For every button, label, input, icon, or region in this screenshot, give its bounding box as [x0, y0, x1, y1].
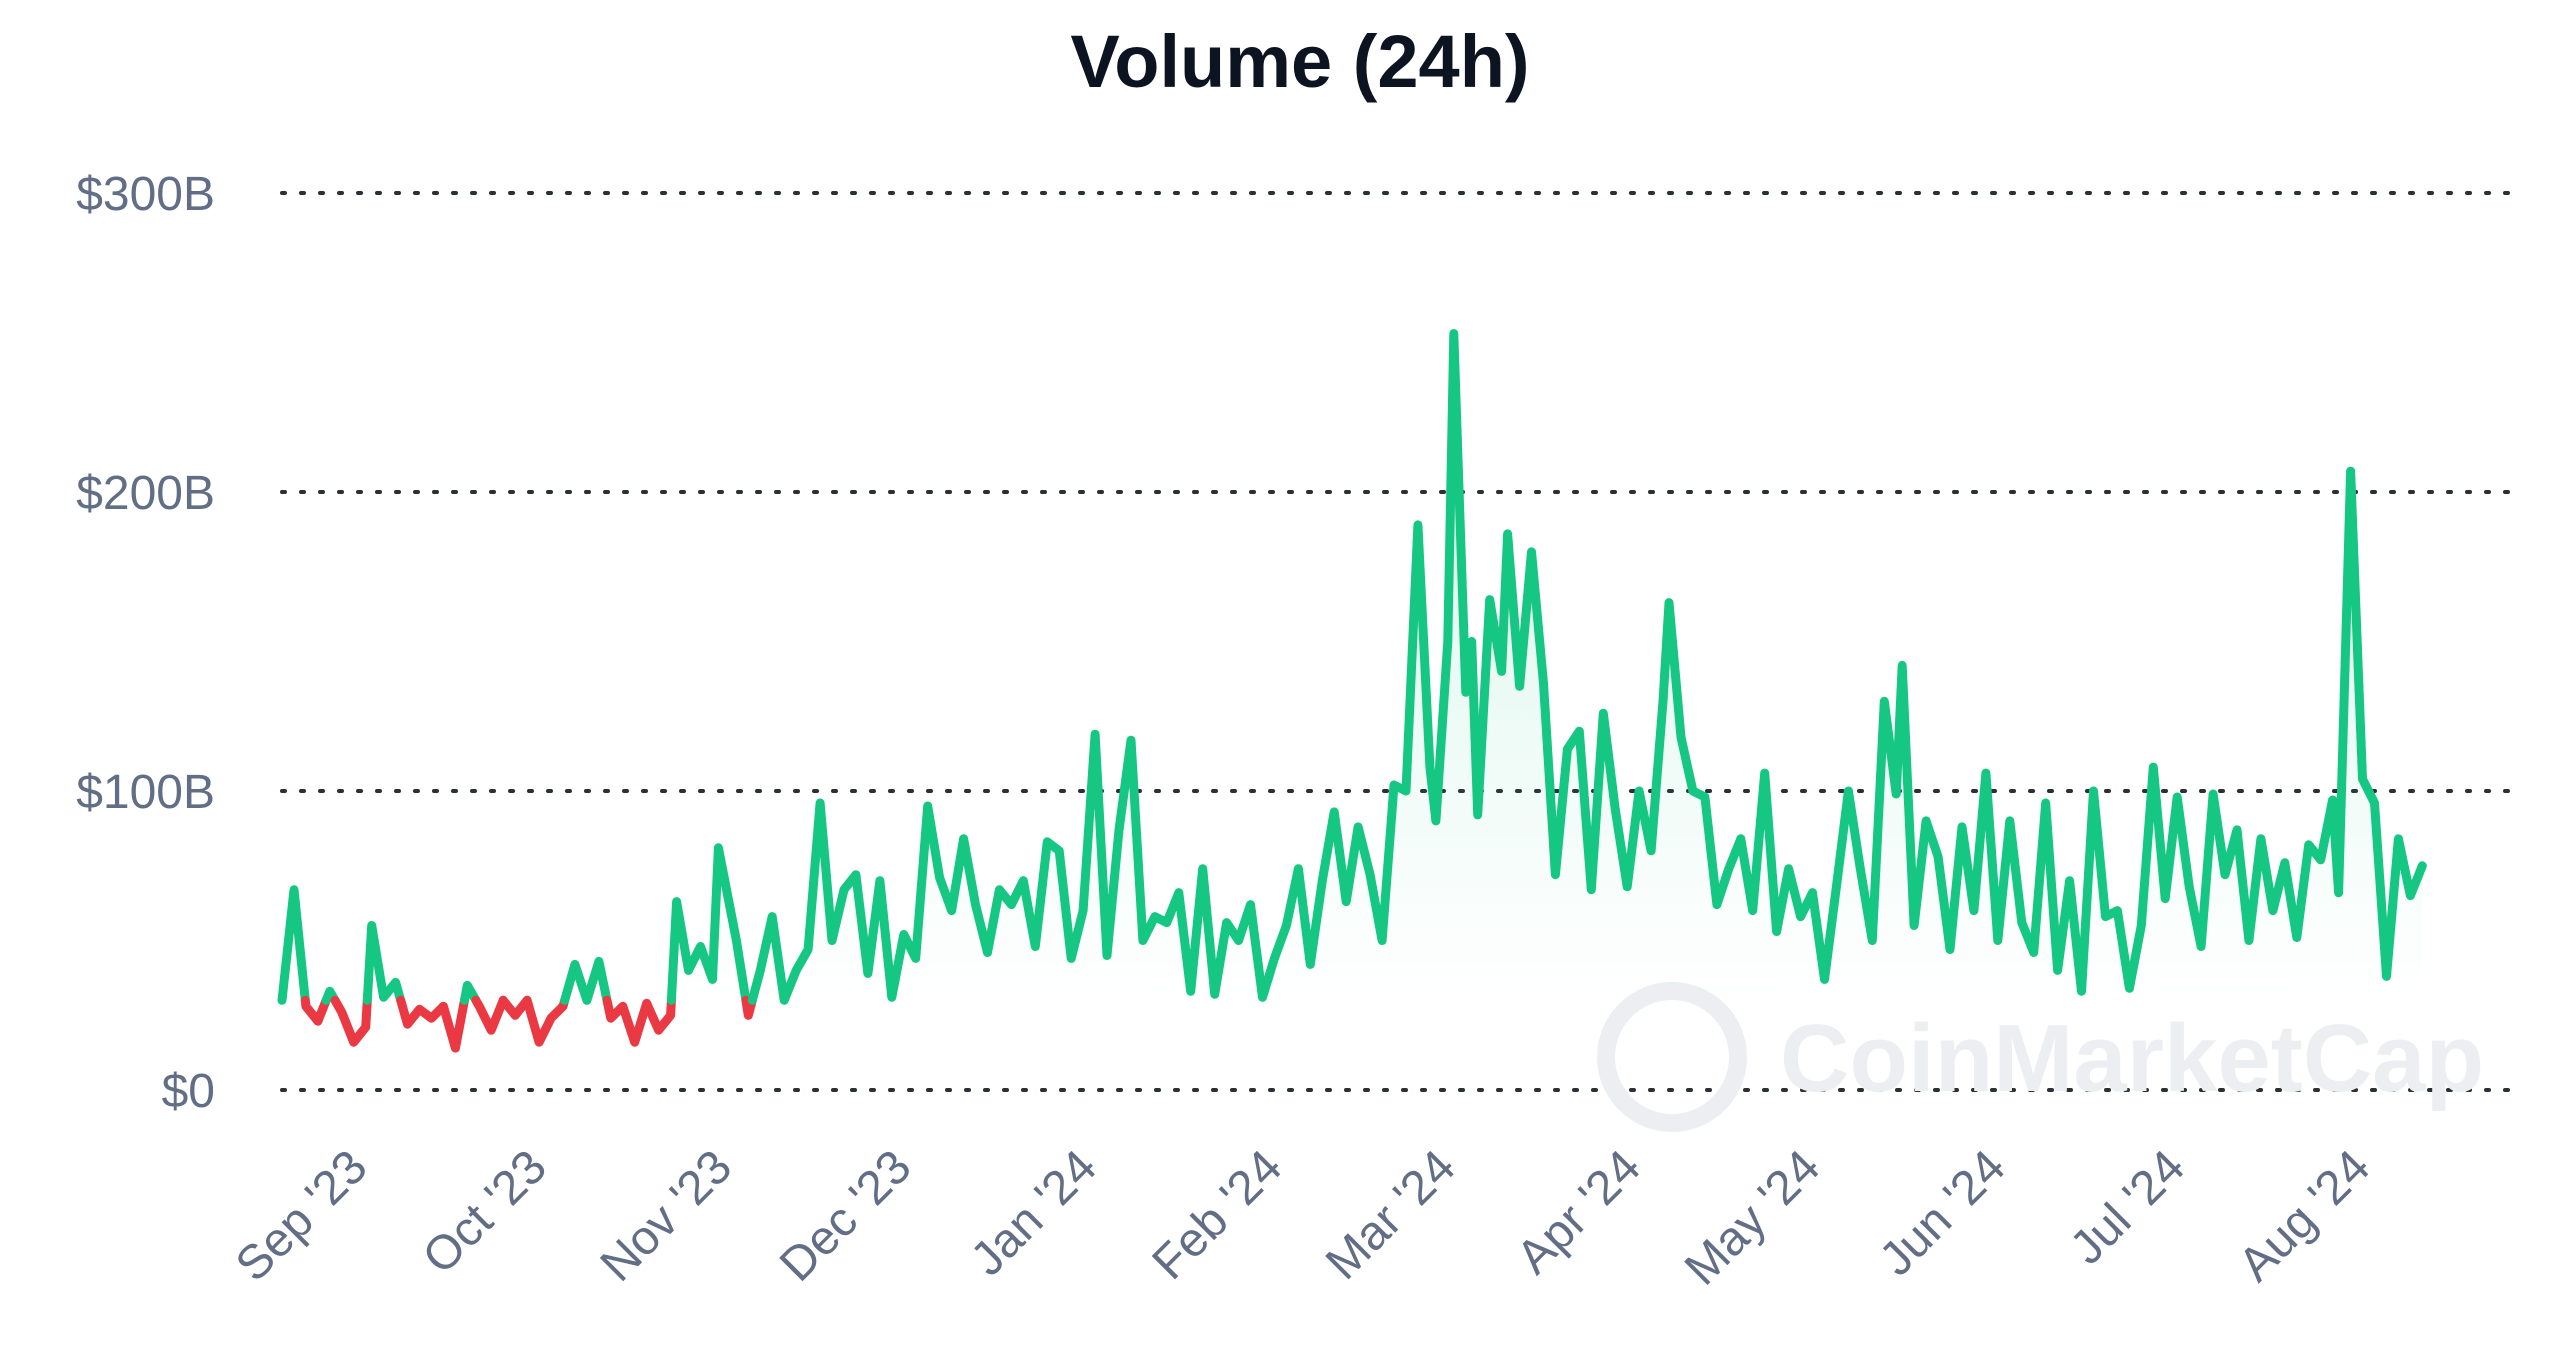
series-line [277, 329, 2427, 1053]
x-tick-label: Dec '23 [770, 1140, 921, 1291]
series-line-up [666, 843, 751, 1005]
x-tick-label: Jul '24 [2060, 1140, 2195, 1275]
x-tick-label: Aug '24 [2229, 1140, 2381, 1292]
y-tick-label: $100B [76, 766, 215, 819]
y-tick-label: $300B [76, 168, 215, 221]
series-line-down [741, 995, 757, 1020]
series-line-up [560, 956, 612, 1005]
series-line-up [460, 980, 481, 1005]
area-fill [282, 333, 2423, 1001]
x-tick-label: Jun '24 [1870, 1140, 2016, 1286]
x-tick-label: Mar '24 [1316, 1140, 1466, 1290]
x-tick-label: May '24 [1675, 1140, 1830, 1295]
chart-title: Volume (24h) [1070, 20, 1529, 103]
y-tick-label: $200B [76, 467, 215, 520]
x-tick-label: Oct '23 [413, 1140, 557, 1284]
watermark-text: CoinMarketCap [1780, 1005, 2484, 1112]
series-area [282, 333, 2423, 1001]
x-tick-label: Apr '24 [1507, 1140, 1651, 1284]
series-line-up [277, 885, 310, 1005]
x-tick-label: Nov '23 [591, 1140, 742, 1291]
x-axis: Sep '23 Oct '23 Nov '23 Dec '23 Jan '24 Feb '… [226, 1140, 2380, 1295]
series-line-down [498, 995, 532, 1020]
series-line-down [330, 995, 372, 1047]
x-tick-label: Jan '24 [961, 1140, 1107, 1286]
y-tick-label: $0 [162, 1065, 215, 1118]
series-line-down [396, 995, 469, 1053]
series-line-down [300, 995, 331, 1026]
watermark: CoinMarketCap [1597, 982, 2484, 1132]
x-tick-label: Feb '24 [1143, 1140, 1293, 1290]
series-line-down [471, 995, 508, 1035]
x-tick-label: Sep '23 [226, 1140, 378, 1292]
y-axis: $0 $100B $200B $300B [76, 168, 215, 1118]
watermark-logo-icon [1597, 982, 1747, 1132]
series-line-up [747, 329, 2427, 1005]
series-line-down [522, 995, 570, 1047]
series-line-down [602, 995, 676, 1047]
series-line-up [362, 921, 406, 1005]
